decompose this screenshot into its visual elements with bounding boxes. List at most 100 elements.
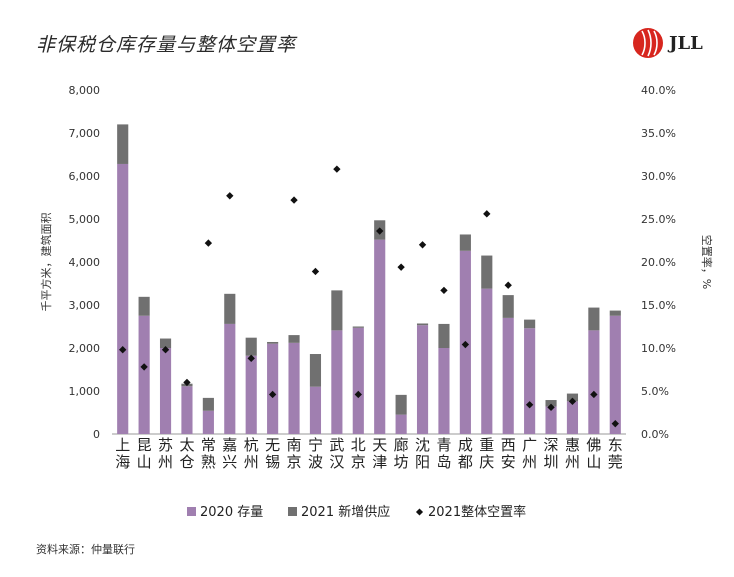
bar-supply-2021 <box>331 290 343 331</box>
bar-supply-2021 <box>224 293 236 324</box>
vacancy-point <box>397 263 405 271</box>
y2-tick-label: 0.0% <box>641 428 669 441</box>
bar-supply-2021 <box>502 295 514 318</box>
y2-tick-label: 20.0% <box>641 256 676 269</box>
bar-stock-2020 <box>438 348 450 434</box>
legend-label-stock-2020: 2020 存量 <box>200 505 263 520</box>
vacancy-point <box>226 192 234 200</box>
x-tick-label: 昆山 <box>137 436 152 471</box>
y-tick-label: 4,000 <box>69 256 101 269</box>
vacancy-point <box>140 363 148 371</box>
vacancy-point <box>183 378 191 387</box>
bar-stock-2020 <box>267 343 279 434</box>
vacancy-point <box>333 165 341 173</box>
x-tick-label: 宁波 <box>308 436 323 471</box>
y2-tick-label: 5.0% <box>641 385 669 398</box>
bar-supply-2021 <box>159 338 172 348</box>
legend-label-supply-2021: 2021 新增供应 <box>301 504 390 520</box>
x-tick-label: 天津 <box>372 436 387 471</box>
bar-supply-2021 <box>459 234 471 251</box>
x-tick-label: 广州 <box>522 436 537 471</box>
bar-stock-2020 <box>159 348 172 434</box>
vacancy-point <box>418 241 427 249</box>
bar-stock-2020 <box>202 410 214 434</box>
bar-stock-2020 <box>224 323 236 434</box>
bar-stock-2020 <box>331 330 343 434</box>
bar-stock-2020 <box>395 414 407 434</box>
y-tick-label: 8,000 <box>69 84 101 97</box>
y2-tick-label: 35.0% <box>641 127 676 140</box>
bar-supply-2021 <box>566 393 579 402</box>
vacancy-point <box>568 397 577 405</box>
bar-supply-2021 <box>288 335 300 343</box>
y2-tick-label: 30.0% <box>641 170 676 183</box>
bar-stock-2020 <box>352 327 364 434</box>
bar-supply-2021 <box>588 307 600 331</box>
bar-stock-2020 <box>545 406 557 434</box>
x-tick-label: 嘉兴 <box>222 436 237 471</box>
vacancy-point <box>611 420 619 428</box>
bar-supply-2021 <box>117 124 129 164</box>
vacancy-point <box>204 239 213 247</box>
y-tick-label: 5,000 <box>69 213 101 226</box>
y2-tick-label: 40.0% <box>641 84 676 97</box>
y2-tick-label: 15.0% <box>641 299 676 312</box>
jll-logo: JLL <box>633 28 703 58</box>
y-axis-title: 千平方米，建筑面积 <box>39 213 53 312</box>
vacancy-point <box>590 390 598 399</box>
bar-supply-2021 <box>395 394 407 415</box>
bar-supply-2021 <box>481 255 493 289</box>
bar-supply-2021 <box>245 337 257 356</box>
bar-stock-2020 <box>117 163 129 434</box>
x-tick-label: 西安 <box>501 436 516 471</box>
bar-stock-2020 <box>181 386 193 434</box>
bar-stock-2020 <box>374 239 386 434</box>
x-tick-label: 北京 <box>351 436 366 471</box>
x-tick-label: 无锡 <box>265 436 280 471</box>
bar-stock-2020 <box>288 342 300 434</box>
bar-stock-2020 <box>138 315 150 434</box>
source-note: 资料来源：仲量联行 <box>36 543 135 556</box>
x-tick-label: 廊坊 <box>394 436 409 471</box>
x-tick-label: 青岛 <box>436 436 451 471</box>
legend-label-vacancy: 2021整体空置率 <box>428 504 526 520</box>
x-tick-label: 杭州 <box>244 436 259 471</box>
y-tick-label: 6,000 <box>69 170 101 183</box>
bar-stock-2020 <box>502 317 514 434</box>
legend-swatch-stock-2020 <box>187 507 196 516</box>
vacancy-point <box>247 354 255 362</box>
x-tick-label: 惠州 <box>565 436 580 471</box>
bar-supply-2021 <box>438 323 450 348</box>
legend-swatch-supply-2021 <box>288 507 297 516</box>
bar-stock-2020 <box>309 386 322 434</box>
vacancy-point <box>547 403 555 412</box>
x-tick-label: 常熟 <box>201 436 216 471</box>
x-tick-label: 东莞 <box>608 436 623 471</box>
x-tick-label: 深圳 <box>544 436 559 471</box>
chart-title: 非保税仓库存量与整体空置率 <box>36 34 297 56</box>
bar-stock-2020 <box>566 401 579 434</box>
y-tick-label: 7,000 <box>69 127 101 140</box>
bar-supply-2021 <box>545 400 557 407</box>
bar-stock-2020 <box>416 325 429 434</box>
x-tick-label: 苏州 <box>158 436 173 471</box>
y-tick-label: 2,000 <box>69 342 101 355</box>
x-tick-label: 太仓 <box>179 436 194 471</box>
vacancy-point <box>311 267 320 276</box>
bar-supply-2021 <box>609 310 621 316</box>
bar-stock-2020 <box>245 355 257 434</box>
bar-stock-2020 <box>481 288 493 434</box>
vacancy-point <box>461 340 470 349</box>
vacancy-point <box>268 390 277 399</box>
bar-stock-2020 <box>609 315 621 434</box>
x-tick-label: 成都 <box>458 436 473 471</box>
vacancy-point <box>354 390 362 399</box>
y2-tick-label: 10.0% <box>641 342 676 355</box>
x-tick-label: 重庆 <box>479 436 494 471</box>
vacancy-point <box>525 401 534 409</box>
y-tick-label: 1,000 <box>69 385 101 398</box>
bar-supply-2021 <box>138 296 150 316</box>
bar-supply-2021 <box>416 323 429 326</box>
x-tick-label: 佛山 <box>586 436 601 471</box>
y-tick-label: 3,000 <box>69 299 101 312</box>
